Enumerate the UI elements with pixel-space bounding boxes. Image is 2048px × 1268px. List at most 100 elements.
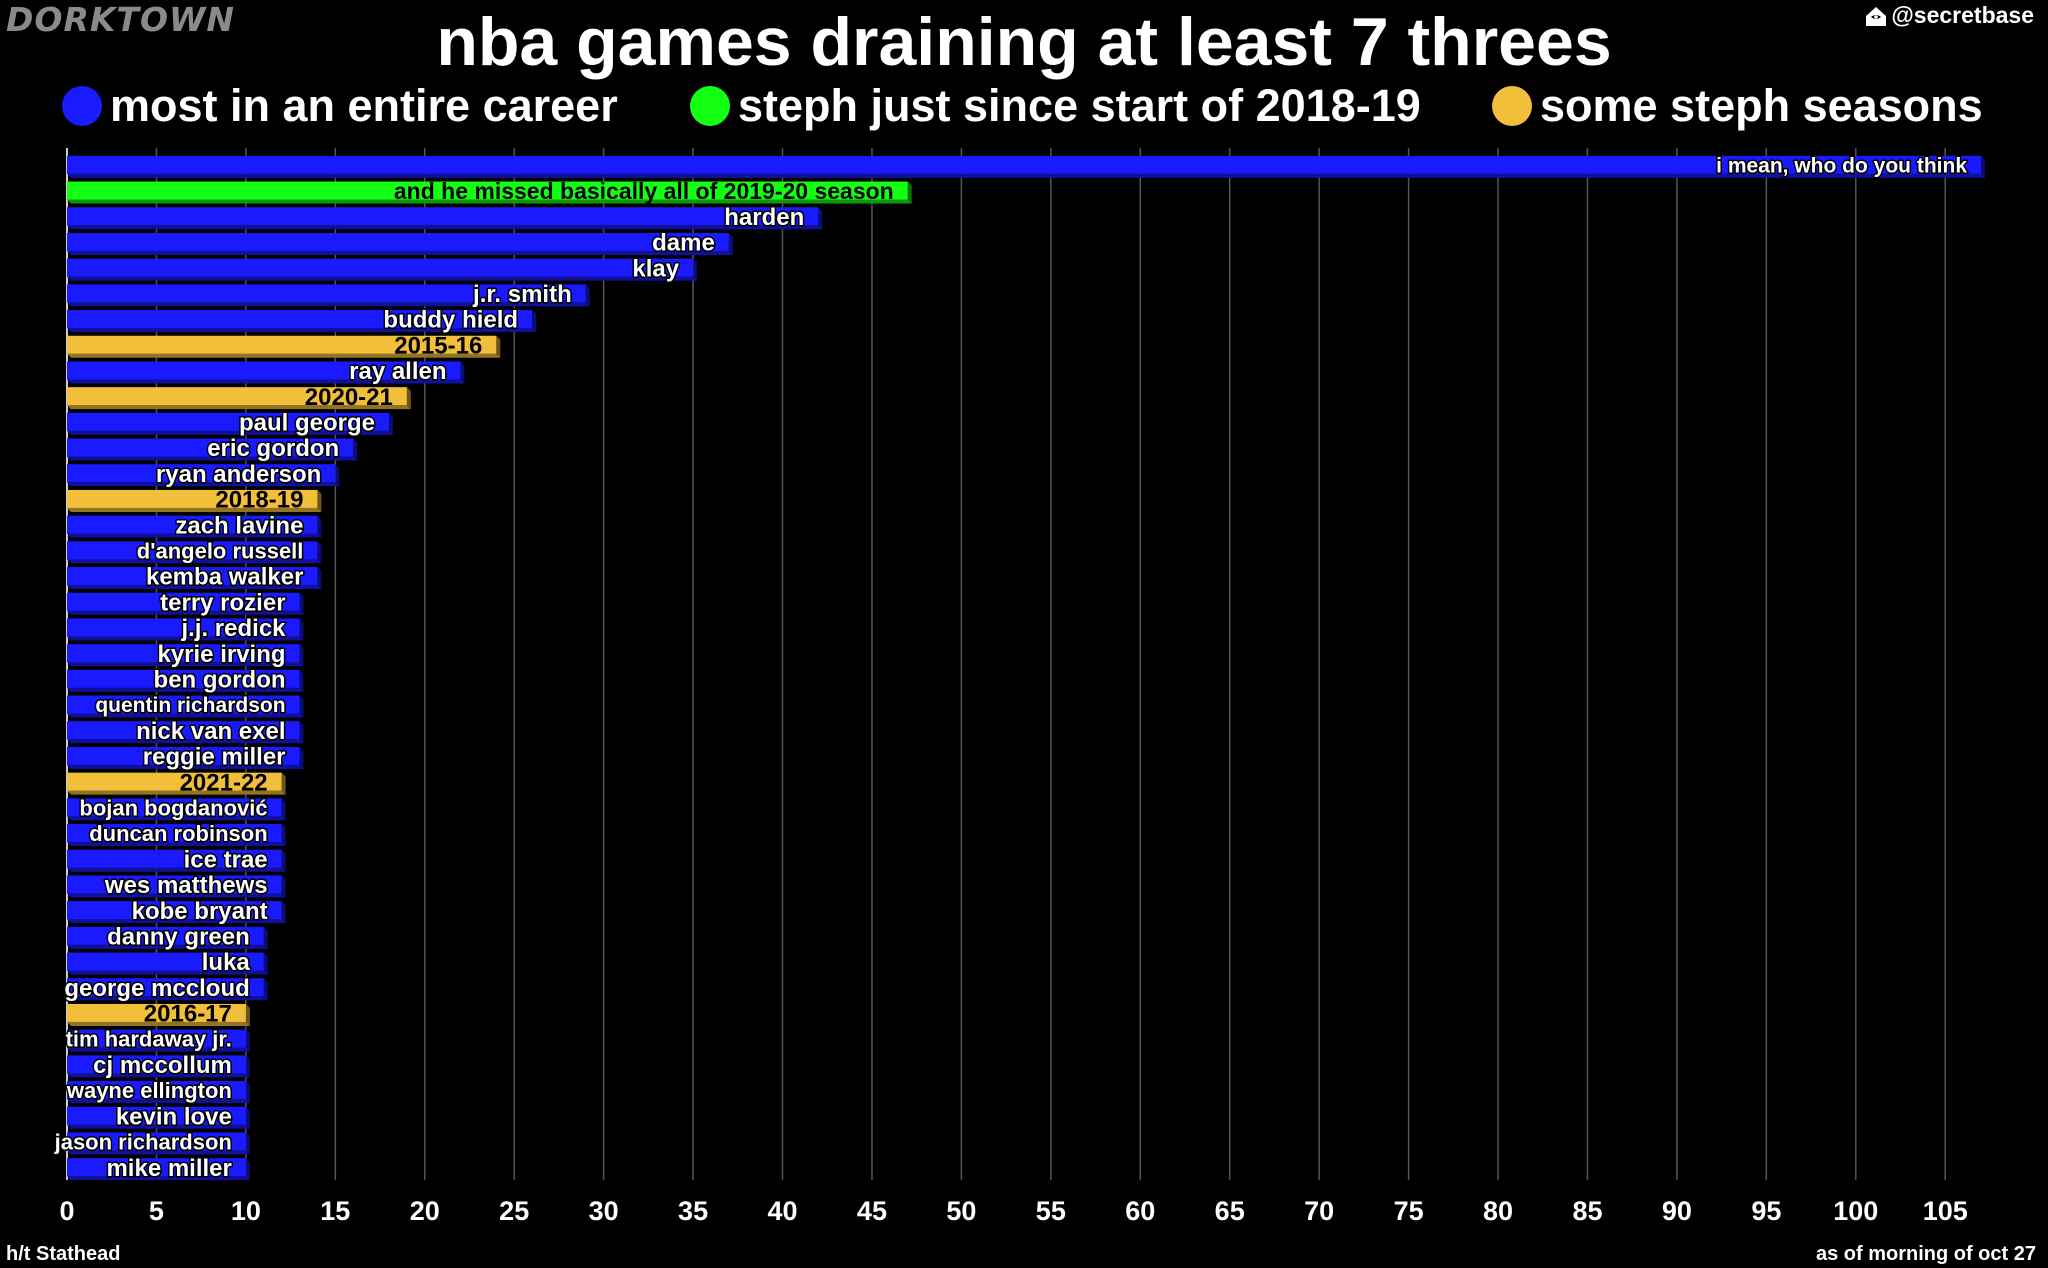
bar [67,567,318,586]
bar-bottom [67,405,411,410]
bar-label: jason richardson [54,1129,232,1154]
bar-label: duncan robinson [89,821,267,846]
bar-label: wayne ellington [66,1078,232,1103]
bar [67,798,282,817]
x-tick-label: 15 [320,1196,350,1226]
house-icon [1866,6,1887,26]
bar-side [335,464,340,487]
legend-item-career: most in an entire career [62,76,618,136]
bar-label: george mccloud [64,975,249,1002]
bar-side [317,515,322,538]
x-tick-label: 60 [1125,1196,1155,1226]
bar [67,1003,246,1022]
bar-side [281,849,286,872]
bar-label: mike miller [106,1155,231,1182]
x-tick-label: 65 [1215,1196,1245,1226]
bar-bottom [67,739,304,744]
bar-bottom [67,687,304,692]
bar-label: i mean, who do you think [1716,154,1967,177]
bar-label: luka [202,949,251,976]
bar-label: bojan bogdanović [79,795,267,820]
legend-label-steph-recent: steph just since start of 2018-19 [738,80,1421,131]
bar-side [245,1106,250,1129]
bar [67,155,1981,174]
bar-bottom [67,482,340,487]
bar-side [317,541,322,564]
bar [67,618,300,637]
bar [67,824,282,843]
bar-bottom [67,662,304,667]
x-tick-label: 90 [1662,1196,1692,1226]
bar [67,952,264,971]
bar [67,901,282,920]
bar [67,335,497,354]
bar-side [281,772,286,795]
bar-side [299,618,304,641]
bar-bottom [67,533,322,538]
bar-label: j.j. redick [180,615,286,642]
bar-side [299,592,304,615]
bar-bottom [67,1176,250,1181]
bar-label: kyrie irving [157,641,285,668]
bar-label: kobe bryant [132,898,268,925]
legend-label-steph-season: some steph seasons [1540,80,1983,131]
bar-bottom [67,430,393,435]
bar-side [317,567,322,590]
bar-label: 2020-21 [305,384,393,411]
bar [67,387,407,406]
x-tick-label: 85 [1572,1196,1602,1226]
bar-bottom [67,944,268,949]
bar-side [281,798,286,821]
bar-side [281,901,286,924]
bar-bottom [67,996,268,1001]
bar-side [263,978,268,1001]
bar [67,669,300,688]
bar-bottom [67,919,286,924]
bar-bottom [67,1073,250,1078]
bar [67,310,533,329]
x-tick-label: 40 [767,1196,797,1226]
bar-bottom [67,764,304,769]
x-tick-label: 45 [857,1196,887,1226]
bar-label: tim hardaway jr. [66,1027,232,1052]
bar [67,489,318,508]
legend: most in an entire career steph just sinc… [0,76,2048,136]
bar-bottom [67,302,590,307]
bar-side [281,875,286,898]
bar-bottom [67,199,912,204]
legend-item-steph-season: some steph seasons [1492,76,1983,136]
footer-credit: h/t Stathead [6,1243,121,1265]
bar-bottom [67,250,733,255]
bar-label: ray allen [349,358,446,385]
bar [67,464,336,483]
bar-side [299,644,304,667]
bar [67,1055,246,1074]
handle: @secretbase [1864,2,2034,29]
bar-bottom [67,1099,250,1104]
bar-label: zach lavine [175,512,303,539]
bar-side [388,412,393,435]
bar [67,361,461,380]
bar-label: quentin richardson [95,694,285,717]
bar-label: ryan anderson [156,461,321,488]
bar-label: 2021-22 [180,769,268,796]
bar [67,1029,246,1048]
bar [67,181,908,200]
bar [67,284,586,303]
footer-date: as of morning of oct 27 [1815,1243,2036,1265]
bar-label: dame [652,230,715,257]
bar [67,232,729,251]
bar [67,592,300,611]
bar-label: buddy hield [383,307,518,334]
bar-bottom [67,867,286,872]
bar-side [353,438,358,461]
bar-bottom [67,970,268,975]
bar-bottom [67,456,358,461]
bar-bottom [67,173,1985,178]
bar-side [281,824,286,847]
bar-bottom [67,610,304,615]
x-tick-label: 35 [678,1196,708,1226]
bar-side [299,721,304,744]
bar [67,695,300,714]
